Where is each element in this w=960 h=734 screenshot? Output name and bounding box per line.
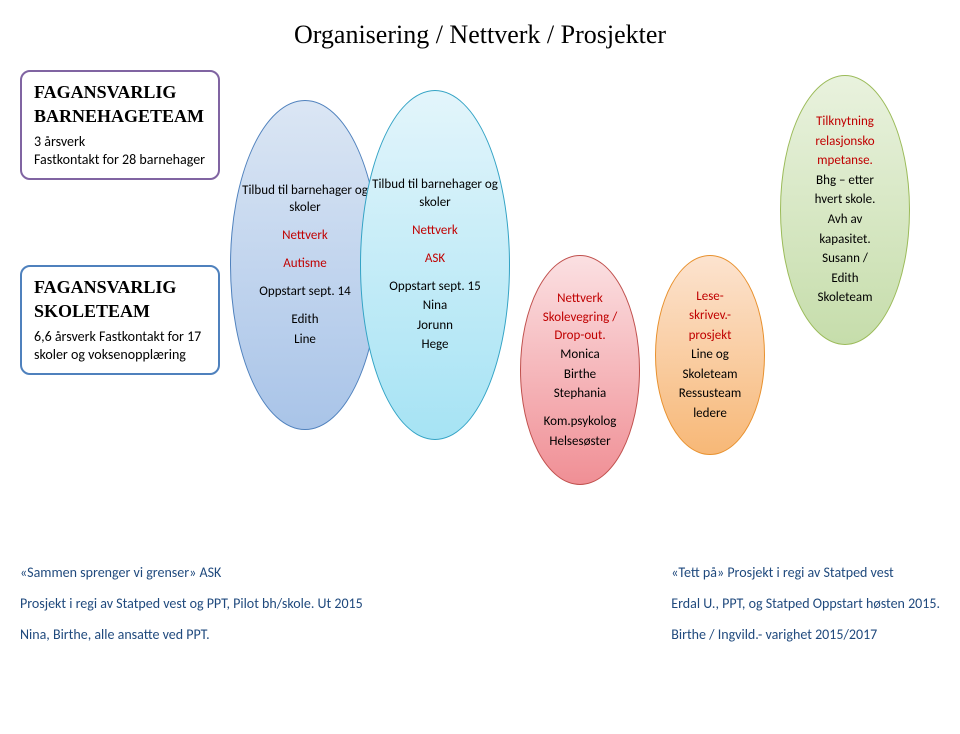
- ellipse-line: kapasitet.: [819, 231, 870, 249]
- box-sk-label: FAGANSVARLIG SKOLETEAM: [34, 275, 206, 324]
- ellipse-line: Oppstart sept. 15: [389, 278, 480, 296]
- ellipse-line: Skolevegring / Drop-out.: [529, 309, 631, 344]
- ellipse-line: Skoleteam: [818, 289, 873, 307]
- ellipse-line: Tilbud til barnehager og skoler: [239, 182, 371, 217]
- ellipse-ask: Tilbud til barnehager og skoler Nettverk…: [360, 90, 510, 440]
- ellipse-line: mpetanse.: [817, 152, 873, 170]
- ellipse-line: Avh av: [828, 211, 863, 229]
- ellipse-line: Helsesøster: [549, 433, 610, 451]
- page-title: Organisering / Nettverk / Prosjekter: [20, 20, 940, 50]
- ellipse-tilknytning: Tilknytning relasjonskompetanse. Bhg – ett…: [780, 75, 910, 345]
- ellipse-line: hvert skole.: [815, 191, 876, 209]
- ellipse-line: Susann /: [822, 250, 868, 268]
- ellipse-line: Edith: [831, 270, 858, 288]
- project-left: «Sammen sprenger vi grenser» ASK Prosjekt…: [20, 560, 363, 647]
- project-right: «Tett på» Prosjekt i regi av Statped ves…: [671, 560, 940, 647]
- ellipse-line: Lese-: [696, 288, 723, 306]
- project-line: Nina, Birthe, alle ansatte ved PPT.: [20, 624, 363, 645]
- ellipse-line: Tilbud til barnehager og skoler: [369, 176, 501, 211]
- ellipse-leseskriv: Lese-skrivev.- prosjektLine og SkoleteamRe…: [655, 255, 765, 455]
- ellipse-line: [434, 241, 437, 248]
- project-line: «Tett på» Prosjekt i regi av Statped ves…: [671, 562, 940, 583]
- ellipse-line: Edith: [291, 311, 318, 329]
- project-line: Birthe / Ingvild.- varighet 2015/2017: [671, 624, 940, 645]
- ellipse-line: Jorunn: [417, 317, 453, 335]
- ellipse-line: Tilknytning: [816, 113, 874, 131]
- ellipse-line: Birthe: [564, 366, 596, 384]
- ellipse-line: [434, 213, 437, 220]
- box-skoleteam: FAGANSVARLIG SKOLETEAM 6,6 årsverk Fastk…: [20, 265, 220, 375]
- ellipse-line: Kom.psykolog: [544, 413, 617, 431]
- box-bh-label: FAGANSVARLIG BARNEHAGETEAM: [34, 80, 206, 129]
- ellipse-line: [304, 275, 307, 282]
- ellipse-line: [434, 269, 437, 276]
- ellipse-line: [304, 303, 307, 310]
- ellipse-line: Line: [294, 331, 316, 349]
- ellipse-dropout: NettverkSkolevegring / Drop-out. Monica Bi…: [520, 255, 640, 485]
- project-line: Erdal U., PPT, og Statped Oppstart høste…: [671, 593, 940, 614]
- ellipse-line: [579, 405, 582, 412]
- ellipse-line: Nettverk: [557, 290, 603, 308]
- ellipse-line: skrivev.-: [689, 307, 731, 325]
- ellipse-line: [304, 219, 307, 226]
- ellipse-line: Hege: [421, 336, 448, 354]
- box-barnehageteam: FAGANSVARLIG BARNEHAGETEAM 3 årsverkFast…: [20, 70, 220, 180]
- ellipse-line: Monica: [560, 346, 599, 364]
- diagram-area: FAGANSVARLIG BARNEHAGETEAM 3 årsverkFast…: [20, 60, 940, 540]
- ellipse-line: ledere: [693, 405, 727, 423]
- ellipse-line: Nina: [423, 297, 447, 315]
- project-line: Prosjekt i regi av Statped vest og PPT, …: [20, 593, 363, 614]
- ellipse-line: prosjekt: [689, 327, 732, 345]
- ellipse-line: Ressusteam: [679, 385, 742, 403]
- ellipse-line: [304, 247, 307, 254]
- box-bh-text: 3 årsverkFastkontakt for 28 barnehager: [34, 133, 206, 171]
- ellipse-line: Line og: [691, 346, 729, 364]
- ellipse-line: relasjonsko: [815, 133, 874, 151]
- ellipse-line: Bhg – etter: [816, 172, 874, 190]
- projects-row: «Sammen sprenger vi grenser» ASK Prosjekt…: [20, 560, 940, 647]
- project-line: «Sammen sprenger vi grenser» ASK: [20, 562, 363, 583]
- box-sk-text: 6,6 årsverk Fastkontakt for 17 skoler og…: [34, 328, 206, 366]
- ellipse-autisme: Tilbud til barnehager og skoler Nettverk…: [230, 100, 380, 430]
- ellipse-line: Skoleteam: [683, 366, 738, 384]
